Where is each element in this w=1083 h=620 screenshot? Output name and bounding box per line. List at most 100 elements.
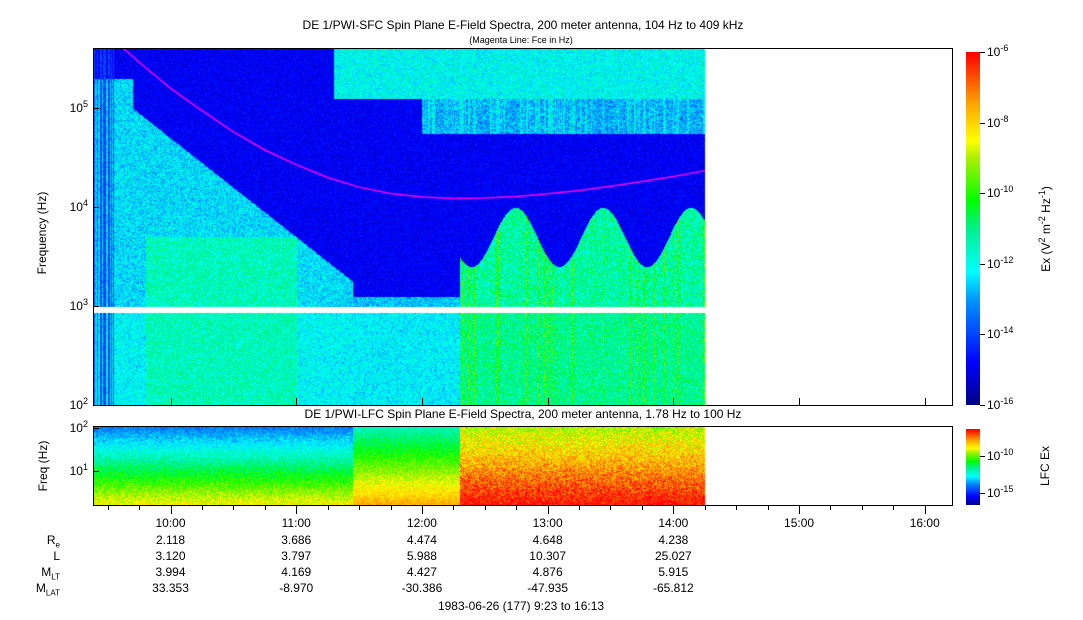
sfc-colorbar-tick: 10-6: [987, 43, 1009, 59]
ephemeris-value: 4.876: [532, 565, 563, 579]
lfc-ytick-label: 102: [69, 419, 88, 435]
xtick-major-top: [673, 398, 675, 405]
colorbar-tick-mark: [980, 456, 985, 457]
sfc-ytick-label: 103: [69, 297, 88, 314]
sfc-colorbar-tick: 10-16: [987, 396, 1014, 412]
colorbar-tick-mark: [980, 493, 985, 494]
sfc-ytick-label: 102: [69, 396, 88, 412]
xtick-minor: [264, 506, 266, 510]
top-panel-title: DE 1/PWI-SFC Spin Plane E-Field Spectra,…: [302, 18, 744, 32]
xtick-major-top: [547, 398, 549, 405]
xtick-major-top: [421, 398, 423, 405]
xtick-major: [421, 506, 423, 514]
ephemeris-row-label: MLAT: [35, 581, 60, 598]
xtick-major: [296, 506, 298, 514]
xtick-minor: [233, 506, 235, 510]
lfc-colorbar-tick: 10-10: [987, 447, 1014, 463]
ephemeris-value: -8.970: [279, 581, 314, 595]
lfc-ytick-label: 101: [69, 462, 88, 479]
ephemeris-value: 4.427: [406, 565, 437, 579]
xtick-label: 11:00: [281, 516, 311, 530]
ephemeris-value: 3.686: [281, 533, 312, 547]
top-panel-subtitle: (Magenta Line: Fce in Hz): [469, 35, 573, 45]
xtick-minor: [453, 506, 455, 510]
ephemeris-value: 25.027: [654, 549, 692, 563]
sfc-ytick-label: 105: [69, 99, 88, 116]
sfc-colorbar-tick: 10-10: [987, 184, 1014, 201]
xtick-major: [170, 506, 172, 514]
xtick-major-top: [170, 398, 172, 405]
colorbar-tick-mark: [980, 405, 985, 406]
xtick-minor: [390, 506, 392, 510]
xtick-minor: [610, 506, 612, 510]
xtick-minor: [893, 506, 895, 510]
xtick-minor: [107, 506, 109, 510]
lfc-ytick-mark: [93, 471, 99, 473]
ephemeris-value: -47.935: [527, 581, 568, 595]
ephemeris-value: 3.994: [155, 565, 186, 579]
xtick-label: 15:00: [784, 516, 815, 530]
ephemeris-row-label: Re: [46, 533, 60, 550]
ephemeris-row-label: MLT: [41, 565, 60, 582]
sfc-ylabel: Frequency (Hz): [35, 191, 49, 275]
ephemeris-value: 2.118: [155, 533, 186, 547]
sfc-ytick-mark: [93, 405, 99, 406]
xtick-minor: [579, 506, 581, 510]
sfc-colorbar-tick: 10-12: [987, 254, 1014, 271]
colorbar-tick-mark: [980, 193, 985, 195]
colorbar-tick-mark: [980, 263, 985, 265]
xtick-minor: [830, 506, 832, 510]
xtick-minor: [861, 506, 863, 510]
xtick-major-top: [799, 398, 801, 405]
ephemeris-value: 33.353: [152, 581, 189, 595]
xtick-label: 14:00: [658, 516, 689, 530]
xtick-minor: [139, 506, 141, 510]
sfc-plot-frame: [93, 48, 953, 406]
ephemeris-value: 4.169: [281, 565, 312, 579]
xtick-minor: [359, 506, 361, 510]
xtick-label: 16:00: [909, 516, 940, 530]
colorbar-tick-mark: [980, 52, 985, 53]
ephemeris-row-label: L: [53, 549, 60, 563]
xtick-minor: [641, 506, 643, 510]
sfc-spectrogram: [93, 48, 952, 405]
ephemeris-value: 5.915: [658, 565, 689, 579]
sfc-colorbar-tick: 10-14: [987, 325, 1014, 342]
ephemeris-value: 4.238: [658, 533, 689, 547]
xtick-major: [547, 506, 549, 514]
xtick-major-top: [924, 398, 926, 405]
xtick-minor: [516, 506, 518, 510]
xtick-major: [799, 506, 801, 514]
xtick-label: 13:00: [532, 516, 563, 530]
xtick-major: [924, 506, 926, 514]
colorbar-tick-mark: [980, 334, 985, 336]
xtick-major: [673, 506, 675, 514]
lfc-colorbar-tick: 10-15: [987, 484, 1014, 500]
bottom-panel-title: DE 1/PWI-LFC Spin Plane E-Field Spectra,…: [304, 407, 742, 421]
sfc-ytick-label: 104: [69, 198, 88, 215]
xtick-minor: [704, 506, 706, 510]
lfc-colorbar: [966, 429, 980, 505]
xtick-minor: [201, 506, 203, 510]
ephemeris-value: 5.988: [406, 549, 437, 563]
sfc-ytick-mark: [93, 108, 99, 110]
xtick-major-top: [296, 398, 298, 405]
sfc-colorbar-tick: 10-8: [987, 113, 1009, 130]
lfc-spectrogram: [93, 426, 952, 505]
lfc-ylabel: Freq (Hz): [36, 440, 50, 492]
sfc-colorbar-label: Ex (V2 m-2 Hz-1): [1037, 186, 1053, 272]
ephemeris-value: -65.812: [652, 581, 694, 595]
xtick-minor: [767, 506, 769, 510]
lfc-colorbar-label: LFC Ex: [1038, 446, 1052, 487]
ephemeris-value: -30.386: [401, 581, 443, 595]
x-axis-label: 1983-06-26 (177) 9:23 to 16:13: [437, 599, 605, 613]
xtick-label: 10:00: [155, 516, 186, 530]
lfc-plot-frame: [93, 426, 953, 506]
ephemeris-value: 4.474: [406, 533, 437, 547]
colorbar-tick-mark: [980, 122, 985, 124]
ephemeris-value: 10.307: [529, 549, 566, 563]
sfc-colorbar: [966, 52, 980, 405]
xtick-label: 12:00: [406, 516, 437, 530]
sfc-ytick-mark: [93, 306, 99, 308]
